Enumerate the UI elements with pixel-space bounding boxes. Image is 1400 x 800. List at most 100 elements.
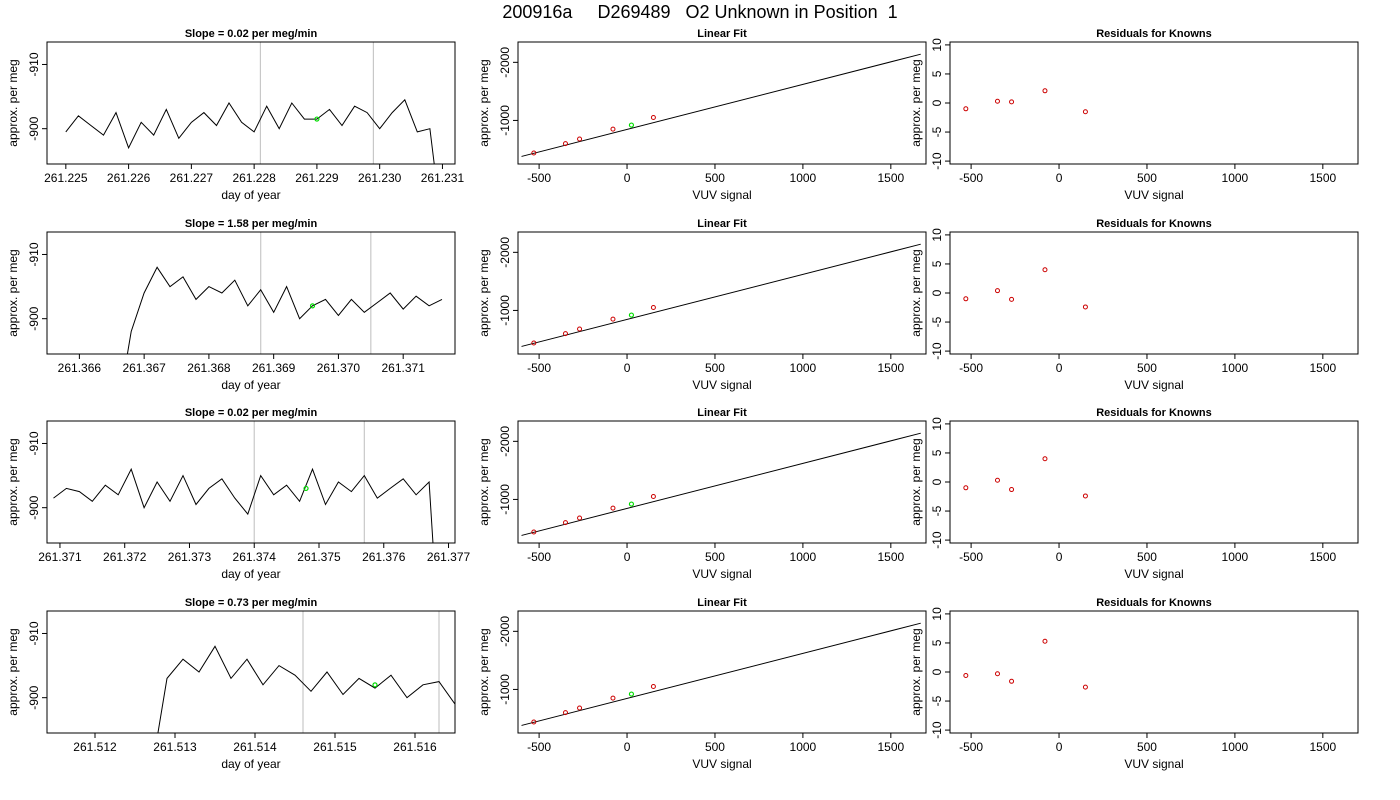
known-point xyxy=(577,515,583,521)
x-axis-label: VUV signal xyxy=(1124,188,1183,202)
y-tick-label: 10 xyxy=(930,417,944,431)
y-tick-label: 0 xyxy=(930,289,944,296)
x-tick-label: 500 xyxy=(1137,171,1157,185)
panel-time-series-row-1: Slope = 0.02 per meg/min 261.225 261.226 26… xyxy=(6,28,464,202)
x-tick-label: 261.515 xyxy=(313,740,357,754)
x-tick-label: -500 xyxy=(959,361,983,375)
residual-point xyxy=(1042,456,1048,462)
y-tick-label: 10 xyxy=(930,38,944,52)
residual-point xyxy=(1009,487,1015,493)
x-tick-label: 261.369 xyxy=(252,361,296,375)
panel-linear-fit-row-4: Linear Fit -500 0 500 1000 1500 -1000 -2000 VUV … xyxy=(477,597,927,771)
y-tick-label: -10 xyxy=(930,152,944,170)
residual-point xyxy=(1009,296,1015,302)
y-tick-label: -1000 xyxy=(498,295,512,326)
x-axis-label: VUV signal xyxy=(1124,378,1183,392)
known-point xyxy=(650,684,656,690)
x-tick-label: 261.368 xyxy=(187,361,231,375)
x-axis-label: day of year xyxy=(221,188,280,202)
current-point xyxy=(372,682,378,688)
known-point xyxy=(650,115,656,121)
current-point xyxy=(303,485,309,492)
panel-time-series-row-2: Slope = 1.58 per meg/min 261.366 261.367 26… xyxy=(6,218,456,392)
known-point xyxy=(562,331,568,337)
known-point xyxy=(610,126,616,132)
y-tick-label: 5 xyxy=(930,70,944,77)
y-tick-label: -2000 xyxy=(498,237,512,268)
x-tick-label: -500 xyxy=(527,550,551,564)
x-tick-label: 261.227 xyxy=(170,171,214,185)
series-line xyxy=(157,645,455,733)
x-tick-label: 261.371 xyxy=(381,361,425,375)
plot-frame xyxy=(517,41,927,165)
y-tick-label: 10 xyxy=(930,228,944,242)
x-tick-label: 0 xyxy=(624,361,631,375)
data-area xyxy=(521,53,921,157)
x-tick-label: -500 xyxy=(527,171,551,185)
x-tick-label: 261.375 xyxy=(297,550,341,564)
y-tick-label: -10 xyxy=(930,342,944,360)
x-tick-label: 500 xyxy=(705,171,725,185)
x-tick-label: 1500 xyxy=(877,171,904,185)
residual-point xyxy=(994,98,1000,104)
y-tick-label: -900 xyxy=(27,685,41,709)
x-tick-label: 261.516 xyxy=(393,740,437,754)
plot-frame xyxy=(517,420,927,544)
x-tick-label: 261.373 xyxy=(168,550,212,564)
x-tick-label: 261.225 xyxy=(44,171,88,185)
panel-residuals-row-3: Residuals for Knowns -500 0 500 1000 1500 10 5 0… xyxy=(909,407,1359,581)
residual-point xyxy=(1082,493,1088,499)
known-point xyxy=(562,710,568,716)
y-axis-label: approx. per meg xyxy=(6,438,20,525)
y-tick-label: -2000 xyxy=(498,616,512,647)
y-tick-label: -1000 xyxy=(498,484,512,515)
unknown-point xyxy=(628,122,635,128)
y-tick-label: 0 xyxy=(930,99,944,106)
x-tick-label: 0 xyxy=(624,550,631,564)
residual-point xyxy=(963,106,969,112)
x-tick-label: 1500 xyxy=(1309,740,1336,754)
y-tick-label: -2000 xyxy=(498,47,512,78)
x-tick-label: 261.374 xyxy=(233,550,277,564)
panel-title: Residuals for Knowns xyxy=(1096,28,1212,40)
x-tick-label: 261.370 xyxy=(317,361,361,375)
known-point xyxy=(531,150,537,156)
x-tick-label: 1000 xyxy=(1222,550,1249,564)
x-tick-label: 500 xyxy=(705,740,725,754)
residual-point xyxy=(1082,684,1088,690)
y-axis-label: approx. per meg xyxy=(477,438,491,525)
panel-title: Linear Fit xyxy=(697,218,747,230)
series-line xyxy=(53,467,434,543)
x-tick-label: 1000 xyxy=(1222,740,1249,754)
x-tick-label: 1500 xyxy=(1309,171,1336,185)
panel-title: Residuals for Knowns xyxy=(1096,597,1212,609)
data-area xyxy=(65,98,435,164)
x-tick-label: 500 xyxy=(1137,740,1157,754)
known-point xyxy=(577,136,583,142)
x-tick-label: 1000 xyxy=(790,740,817,754)
x-tick-label: 1500 xyxy=(877,740,904,754)
y-tick-label: -1000 xyxy=(498,105,512,136)
known-point xyxy=(562,520,568,526)
residual-point xyxy=(1082,304,1088,310)
residual-point xyxy=(994,288,1000,294)
panel-title: Slope = 0.02 per meg/min xyxy=(185,28,318,40)
panel-linear-fit-row-2: Linear Fit -500 0 500 1000 1500 -1000 -2000 VUV … xyxy=(477,218,927,392)
panel-title: Residuals for Knowns xyxy=(1096,407,1212,419)
x-axis-label: VUV signal xyxy=(692,378,751,392)
x-tick-label: 261.376 xyxy=(362,550,406,564)
known-point xyxy=(531,529,537,535)
y-tick-label: -910 xyxy=(27,242,41,266)
x-tick-label: 0 xyxy=(1056,361,1063,375)
fit-line xyxy=(521,53,921,157)
series-line xyxy=(65,98,435,164)
panel-title: Linear Fit xyxy=(697,597,747,609)
panel-time-series-row-4: Slope = 0.73 per meg/min 261.512 261.513 26… xyxy=(6,597,456,771)
y-axis-label: approx. per meg xyxy=(477,249,491,336)
panel-residuals-row-1: Residuals for Knowns -500 0 500 1000 1500 10 5 0… xyxy=(909,28,1359,202)
data-area xyxy=(126,266,443,354)
y-tick-label: -910 xyxy=(27,431,41,455)
x-tick-label: 0 xyxy=(1056,171,1063,185)
x-axis-label: VUV signal xyxy=(692,757,751,771)
